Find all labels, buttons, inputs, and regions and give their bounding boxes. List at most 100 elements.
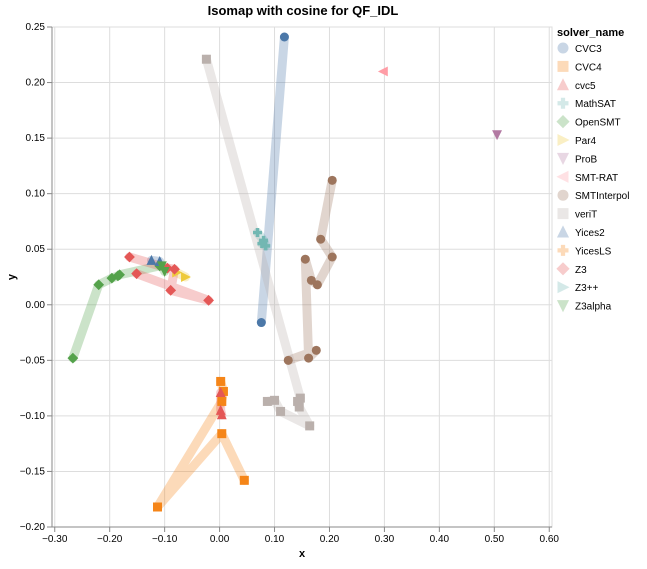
legend-symbol-cvc4	[557, 60, 569, 72]
point-smtinterpol	[327, 175, 337, 185]
x-tick-label: −0.30	[42, 534, 68, 545]
point-z3	[165, 284, 177, 296]
legend-label-smt-rat: SMT-RAT	[575, 173, 618, 184]
point-cvc4	[217, 429, 227, 439]
point-verit	[262, 396, 272, 406]
y-tick-label: 0.25	[26, 22, 46, 33]
point-z3	[169, 263, 180, 275]
trail-smtinterpol	[283, 175, 337, 365]
point-mathsat	[257, 239, 267, 249]
legend-symbol-z3alpha	[556, 300, 570, 313]
legend-label-yicesls: YicesLS	[575, 246, 612, 257]
point-verit	[270, 395, 280, 405]
legend-label-z3: Z3	[575, 265, 587, 276]
y-tick-label: −0.15	[20, 466, 46, 477]
point-opensmt	[93, 279, 105, 291]
legend-symbol-yicesls	[557, 244, 569, 256]
legend-symbol-prob	[556, 152, 570, 165]
legend-symbol-cvc5	[556, 78, 570, 91]
trail-cvc3	[256, 32, 289, 328]
point-verit	[294, 402, 304, 412]
y-tick-label: 0.10	[26, 189, 46, 200]
x-tick-label: 0.00	[210, 534, 230, 545]
legend-symbol-yices2	[556, 225, 570, 238]
point-smtinterpol	[304, 353, 314, 363]
point-mathsat	[252, 228, 262, 238]
point-cvc4	[216, 376, 226, 386]
legend-label-mathsat: MathSAT	[575, 99, 616, 110]
legend-label-smtinterpol: SMTInterpol	[575, 191, 629, 202]
legend-label-cvc3: CVC3	[575, 44, 602, 55]
x-tick-label: 0.30	[375, 534, 395, 545]
legend: solver_name CVC3 CVC4 cvc5 MathSAT OpenSMT Pa…	[556, 27, 629, 313]
x-tick-label: −0.10	[152, 534, 178, 545]
point-z3alpha	[159, 266, 170, 277]
x-tick-label: 0.60	[540, 534, 560, 545]
x-tick-label: 0.40	[430, 534, 450, 545]
legend-label-prob: ProB	[575, 154, 598, 165]
point-z3alpha	[156, 261, 167, 272]
point-smtinterpol	[311, 345, 321, 355]
point-smtinterpol	[306, 275, 316, 285]
legend-symbol-verit	[557, 208, 569, 220]
legend-label-z3alpha: Z3alpha	[575, 302, 612, 313]
legend-label-cvc4: CVC4	[575, 62, 602, 73]
point-smtinterpol	[327, 252, 337, 262]
point-opensmt	[67, 352, 79, 364]
legend-symbol-par4	[557, 133, 570, 147]
point-cvc4	[217, 396, 227, 406]
point-z3	[131, 268, 143, 280]
point-smtinterpol	[283, 355, 293, 365]
chart-title: Isomap with cosine for QF_IDL	[208, 3, 399, 18]
legend-symbol-cvc3	[557, 42, 569, 54]
axes: −0.30 −0.20 −0.10 0.00 0.10 0.20 0.30 0.40 0.50 0…	[20, 22, 560, 545]
trails	[68, 32, 337, 512]
points	[67, 32, 503, 512]
legend-symbol-z3	[556, 262, 570, 276]
x-tick-label: 0.10	[265, 534, 285, 545]
legend-symbol-mathsat	[557, 97, 569, 109]
point-verit	[305, 421, 315, 431]
point-opensmt	[114, 269, 125, 281]
x-tick-label: 0.50	[485, 534, 505, 545]
legend-label-verit: veriT	[575, 210, 597, 221]
x-tick-label: 0.20	[320, 534, 340, 545]
grid	[51, 26, 553, 528]
point-z3	[203, 294, 214, 306]
point-prob	[492, 130, 503, 141]
point-smtinterpol	[300, 254, 310, 264]
y-tick-label: −0.10	[20, 411, 46, 422]
x-tick-label: −0.20	[97, 534, 123, 545]
point-mathsat	[261, 241, 271, 251]
y-tick-label: 0.20	[26, 78, 46, 89]
legend-title: solver_name	[557, 27, 624, 39]
y-tick-label: −0.05	[20, 355, 46, 366]
point-par4	[181, 272, 191, 282]
y-axis-label: y	[6, 273, 18, 280]
y-tick-label: 0.15	[26, 133, 46, 144]
legend-symbol-smtinterpol	[557, 189, 569, 201]
y-tick-label: 0.05	[26, 244, 46, 255]
y-tick-label: 0.00	[26, 300, 46, 311]
x-axis-label: x	[299, 548, 306, 560]
point-smt-rat	[377, 66, 388, 77]
point-cvc5	[216, 409, 227, 420]
point-verit	[201, 54, 211, 64]
legend-label-opensmt: OpenSMT	[575, 118, 621, 129]
point-cvc3	[279, 32, 289, 42]
legend-symbol-smt-rat	[556, 170, 569, 183]
legend-symbol-opensmt	[556, 115, 570, 129]
point-cvc3	[256, 318, 266, 328]
legend-label-par4: Par4	[575, 136, 597, 147]
point-yices2	[146, 254, 157, 265]
point-verit	[276, 406, 286, 416]
legend-label-yices2: Yices2	[575, 228, 605, 239]
legend-label-z3-: Z3++	[575, 283, 599, 294]
point-cvc4	[239, 475, 249, 485]
trail-cvc4	[152, 376, 249, 512]
legend-label-cvc5: cvc5	[575, 81, 596, 92]
point-smtinterpol	[316, 234, 326, 244]
point-z3	[124, 251, 135, 263]
